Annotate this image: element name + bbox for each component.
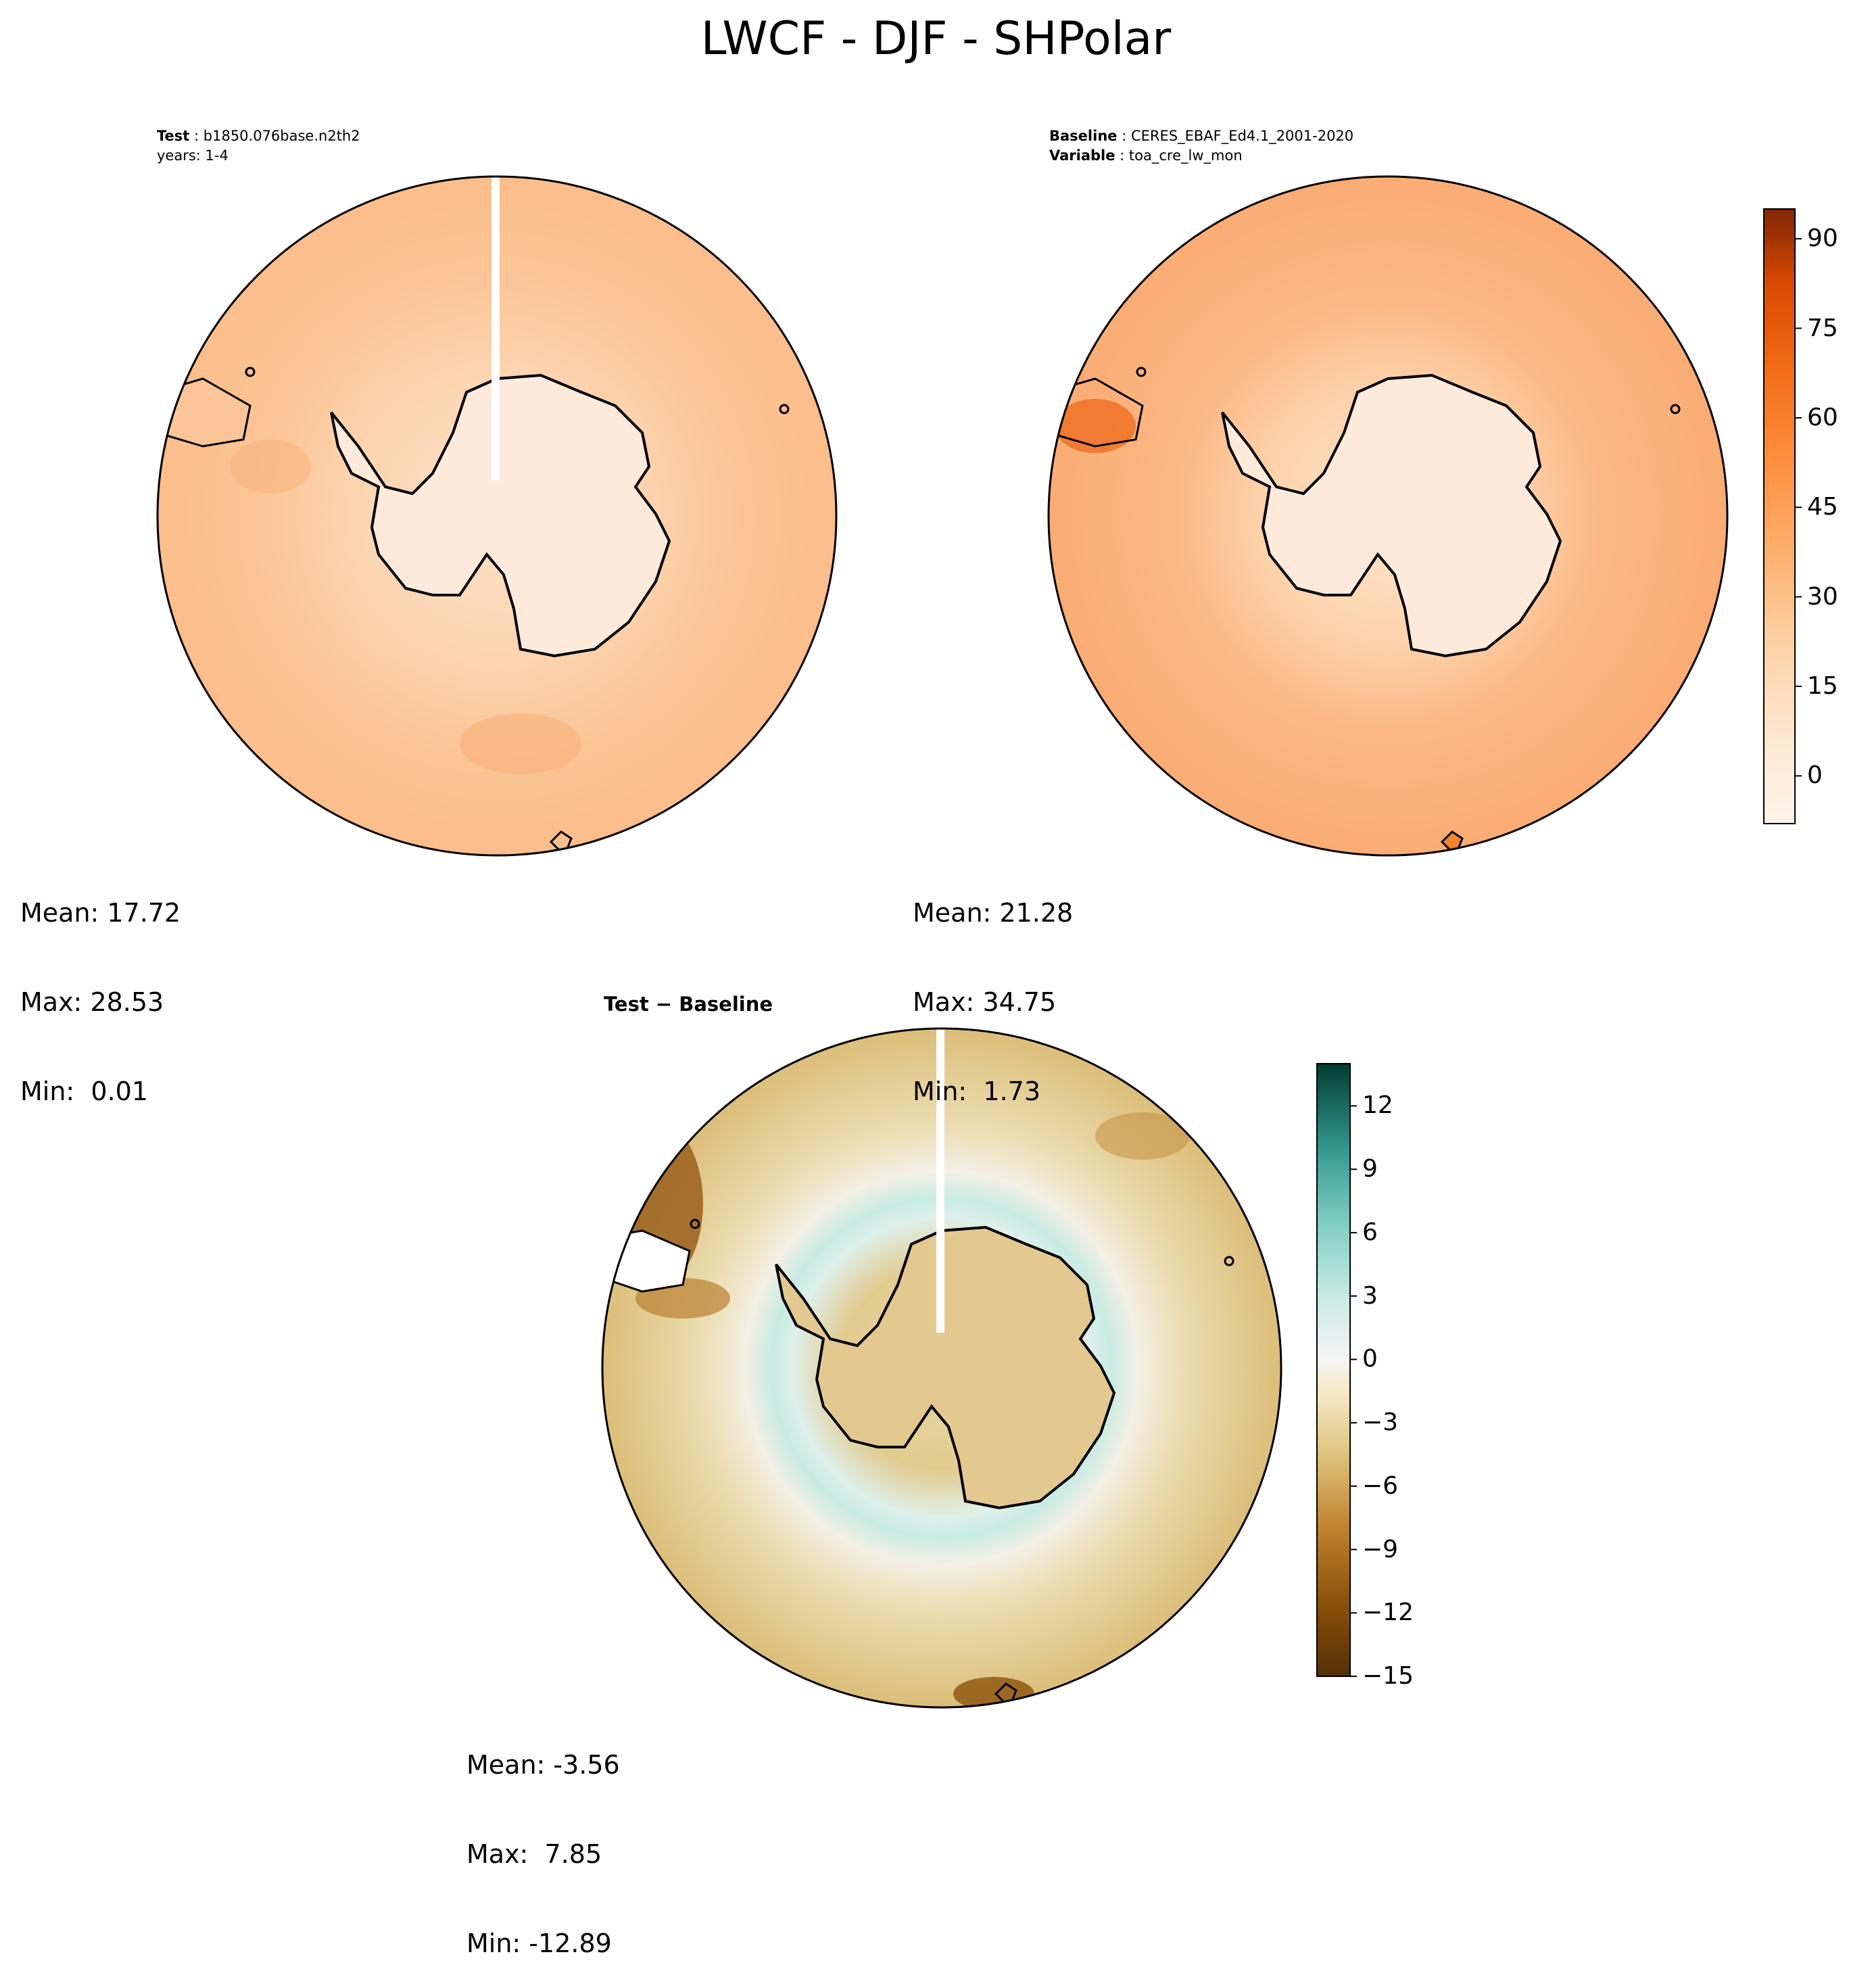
brbg-colorbar [1316,1063,1351,1677]
brbg-colorbar-ticks [1350,1105,1357,1677]
baseline-variable-key: Variable [1049,147,1115,164]
colorbar-tick-label: −12 [1362,1599,1414,1627]
baseline-island [1136,366,1147,377]
test-island [245,366,256,377]
colorbar-tick-label: 3 [1362,1281,1378,1310]
diff-stats: Mean: -3.56 Max: 7.85 Min: -12.89 [466,1690,620,1988]
test-antarctica [330,373,671,658]
baseline-case-name: CERES_EBAF_Ed4.1_2001-2020 [1130,128,1354,144]
baseline-map [1047,175,1729,857]
colorbar-tick-label: 6 [1362,1218,1378,1246]
figure-canvas [156,175,1802,1709]
colorbar-tick-label: 90 [1807,224,1838,253]
diff-dark-patch [1095,1112,1190,1160]
colorbar-tick-label: −15 [1362,1662,1414,1690]
colorbar-tick-label: 9 [1362,1155,1378,1183]
baseline-map-border [1047,175,1729,857]
diff-missing-strip [936,1028,944,1333]
diff-min: Min: -12.89 [466,1928,612,1958]
baseline-south-america [1049,377,1144,448]
colorbar-tick-label: −3 [1362,1409,1399,1437]
baseline-variable-name: toa_cre_lw_mon [1128,147,1243,164]
oranges-colorbar [1763,208,1796,824]
test-label-key: Test [157,128,190,144]
colorbar-tick-label: −9 [1362,1535,1399,1563]
colorbar-tick-label: 0 [1807,761,1823,790]
diff-max: Max: 7.85 [466,1839,602,1869]
baseline-colorbar [1763,208,1802,824]
colorbar-tick-label: 0 [1362,1345,1378,1373]
test-missing-strip [491,176,500,481]
diff-island [1224,1256,1234,1267]
test-case-name: b1850.076base.n2th2 [203,128,360,144]
baseline-header: Baseline : CERES_EBAF_Ed4.1_2001-2020 Va… [1049,128,1354,164]
diff-title: Test − Baseline [604,993,773,1016]
oranges-colorbar-ticks [1795,238,1802,777]
baseline-antarctica [1221,373,1562,658]
baseline-label-key: Baseline [1049,128,1118,144]
diff-island [690,1218,700,1229]
test-island [779,404,790,415]
diff-colorbar [1316,1063,1357,1677]
test-mean: Mean: 17.72 [20,898,181,928]
colorbar-tick-label: 30 [1807,582,1838,611]
colorbar-tick-label: 12 [1362,1091,1393,1120]
test-map [156,175,838,857]
baseline-mean: Mean: 21.28 [913,898,1074,928]
test-years: years: 1-4 [157,147,229,164]
test-header: Test : b1850.076base.n2th2 years: 1-4 [157,126,360,166]
baseline-stats: Mean: 21.28 Max: 34.75 Min: 1.73 [913,838,1073,1136]
colorbar-tick-label: 45 [1807,493,1838,521]
colorbar-tick-label: 15 [1807,672,1838,701]
diff-map-border [601,1027,1282,1709]
test-max: Max: 28.53 [20,987,164,1017]
test-south-america [158,377,251,448]
test-stats: Mean: 17.72 Max: 28.53 Min: 0.01 [20,838,181,1136]
diff-antarctica [775,1225,1116,1510]
colorbar-tick-label: 60 [1807,403,1838,431]
test-map-border [156,175,838,857]
test-min: Min: 0.01 [20,1076,148,1106]
test-patch [230,440,311,494]
colorbar-tick-label: −6 [1362,1471,1399,1500]
baseline-max: Max: 34.75 [913,987,1057,1017]
baseline-min: Min: 1.73 [913,1076,1040,1106]
figure-title: LWCF - DJF - SHPolar [700,12,1172,66]
baseline-island [1670,404,1681,415]
colorbar-tick-label: 75 [1807,314,1838,342]
diff-mean: Mean: -3.56 [466,1750,620,1780]
test-patch [460,713,581,774]
